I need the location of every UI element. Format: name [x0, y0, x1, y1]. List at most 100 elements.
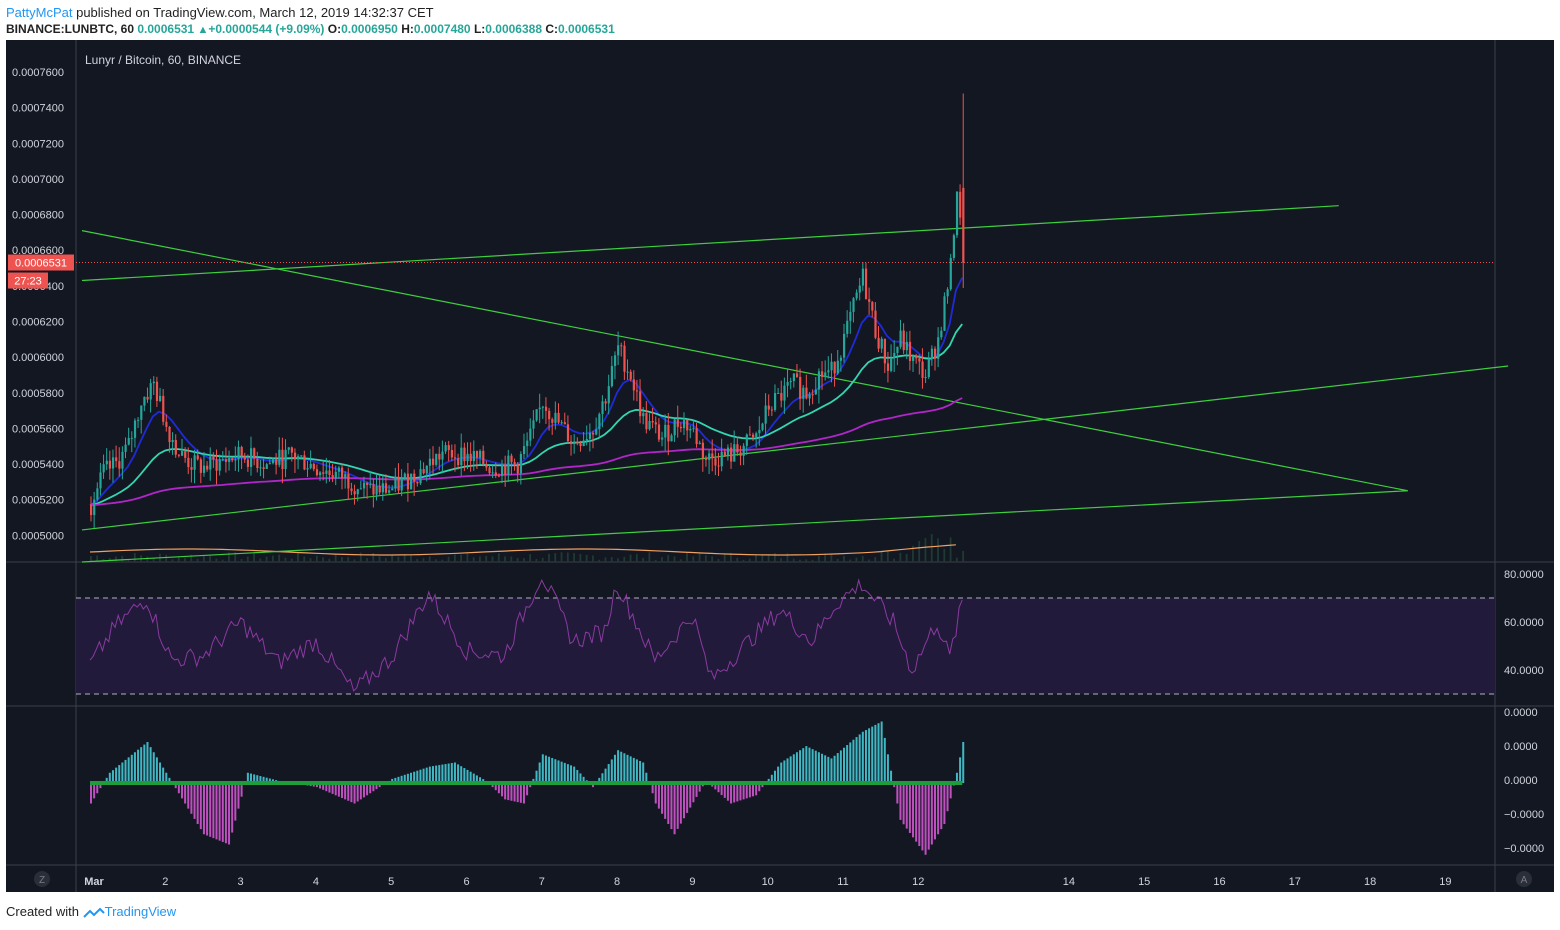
volume-bar — [453, 554, 456, 562]
price-tick-label: 0.0006200 — [12, 316, 64, 328]
candle-body — [111, 457, 115, 469]
candle-body — [682, 420, 686, 429]
volume-bar — [265, 556, 268, 562]
macd-bar — [177, 783, 180, 794]
macd-bar — [378, 783, 381, 788]
candle-body — [475, 451, 479, 458]
macd-bar — [717, 783, 720, 793]
volume-bar — [824, 553, 826, 562]
macd-bar — [413, 771, 416, 783]
macd-bar — [758, 783, 761, 792]
candle-body — [168, 426, 171, 443]
trendline[interactable] — [81, 365, 1509, 531]
tradingview-link[interactable]: TradingView — [104, 904, 177, 919]
candle-body — [576, 441, 579, 444]
candle-body — [783, 385, 786, 401]
volume-bar — [535, 558, 538, 562]
candle-body — [243, 456, 246, 460]
candle-body — [733, 444, 736, 462]
candle-body — [579, 443, 582, 447]
a-button-label: A — [1521, 875, 1528, 886]
candle-body — [752, 434, 755, 438]
price-change: +0.0000544 (+9.09%) — [208, 22, 325, 36]
candle-body — [334, 471, 337, 479]
auto-scale-button[interactable]: A — [1516, 871, 1532, 887]
macd-bar — [416, 770, 419, 783]
candle-body — [435, 453, 438, 465]
macd-tick-label: 0.0000 — [1504, 741, 1538, 753]
candle-body — [366, 482, 369, 486]
zoom-reset-button[interactable]: Z — [34, 871, 50, 887]
candle-body — [394, 476, 397, 489]
rsi-band-fill — [76, 598, 1495, 694]
macd-bar — [761, 783, 764, 788]
chart-canvas[interactable]: Lunyr / Bitcoin, 60, BINANCE 40.000060.0… — [6, 40, 1554, 892]
volume-bar — [585, 554, 588, 562]
macd-bar — [937, 783, 940, 835]
candle-body — [802, 387, 805, 399]
macd-bar — [504, 783, 507, 800]
candle-body — [93, 499, 96, 516]
price-tick-label: 0.0007000 — [12, 174, 64, 186]
candle-body — [253, 448, 256, 459]
volume-bar — [761, 554, 764, 562]
candle-body — [312, 463, 315, 470]
macd-bar — [121, 762, 124, 783]
macd-bar — [137, 749, 140, 783]
volume-bar — [221, 559, 224, 562]
candle-body — [811, 394, 814, 396]
pane-title: Lunyr / Bitcoin, 60, BINANCE — [85, 53, 241, 67]
candle-body — [431, 458, 435, 465]
candle-body — [588, 432, 592, 439]
volume-bar — [397, 556, 400, 562]
candle-body — [441, 451, 444, 460]
candle-body — [858, 285, 861, 293]
candle-body — [369, 484, 372, 486]
candle-body — [231, 458, 234, 461]
macd-bar — [814, 750, 817, 783]
trendline[interactable] — [81, 230, 1408, 492]
macd-bar — [532, 778, 535, 783]
volume-bar — [767, 554, 770, 562]
a-button-circle[interactable] — [1516, 871, 1532, 887]
macd-bar — [730, 783, 733, 804]
volume-bar — [717, 558, 720, 562]
macd-bar — [551, 757, 554, 783]
time-tick-label: 15 — [1138, 876, 1150, 888]
macd-bar — [846, 745, 849, 783]
candle-body — [855, 292, 858, 299]
time-tick-label: 17 — [1289, 876, 1301, 888]
macd-bar — [770, 774, 773, 783]
volume-bar — [384, 558, 387, 562]
candle-body — [516, 463, 519, 474]
volume-bar — [322, 557, 324, 562]
trendline[interactable] — [81, 205, 1339, 282]
open-label: O: — [327, 22, 342, 36]
candle-body — [833, 361, 836, 374]
candle-body — [146, 396, 149, 400]
time-tick-label: 5 — [388, 876, 394, 888]
macd-bar — [723, 783, 726, 798]
author-link[interactable]: PattyMcPat — [6, 5, 73, 20]
candle-body — [874, 310, 877, 338]
volume-bar — [773, 553, 776, 562]
z-button-circle[interactable] — [34, 871, 50, 887]
macd-bar — [598, 777, 601, 783]
macd-bar — [469, 771, 472, 783]
ema-slow-line — [89, 397, 963, 506]
candle-body — [883, 338, 886, 364]
macd-bar — [692, 783, 695, 803]
volume-bar — [378, 556, 381, 562]
candle-body — [212, 456, 215, 460]
macd-bar — [410, 772, 413, 783]
macd-bar — [726, 783, 729, 801]
volume-bar — [341, 557, 343, 562]
volume-bar — [742, 559, 745, 562]
candle-body — [206, 465, 209, 470]
trendline[interactable] — [81, 490, 1408, 563]
macd-bar — [830, 758, 833, 783]
candle-body — [388, 490, 391, 493]
candle-body — [924, 376, 927, 378]
candle-body — [447, 445, 450, 451]
volume-bar — [271, 555, 274, 562]
